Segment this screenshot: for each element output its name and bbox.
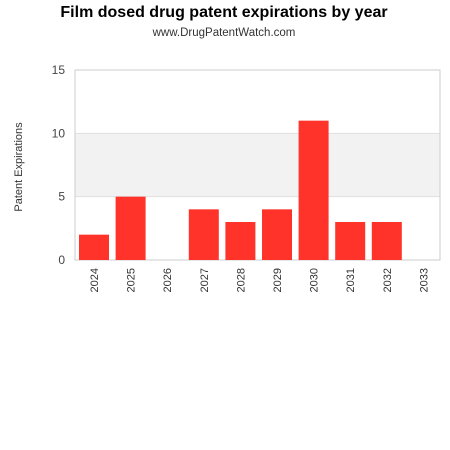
x-tick-label: 2031: [345, 268, 357, 292]
bar-series: [79, 120, 402, 261]
y-tick-label: 15: [52, 63, 66, 77]
x-tick-label: 2025: [126, 268, 138, 292]
x-tick-label: 2024: [89, 268, 101, 292]
y-axis-label: Patent Expirations: [13, 122, 25, 212]
bar-2024: [79, 234, 109, 260]
bar-2025: [115, 196, 146, 260]
x-tick-label: 2026: [162, 268, 174, 292]
x-tick-label: 2033: [418, 268, 430, 292]
chart-subtitle: www.DrugPatentWatch.com: [152, 27, 296, 39]
x-axis-ticks: 2024 2025 2026 2027 2028 2029 2030 2031 2032 2033: [89, 268, 430, 292]
y-axis-ticks: 0 5 10 15: [52, 63, 66, 267]
plot-area: [74, 69, 441, 261]
bar-2027: [188, 209, 219, 260]
bar-2032: [371, 222, 402, 260]
y-tick-label: 10: [52, 126, 66, 140]
bar-2030: [298, 120, 329, 261]
bar-2028: [225, 222, 256, 260]
grid-band: [75, 133, 440, 197]
bar-2031: [335, 222, 366, 260]
x-tick-label: 2028: [235, 268, 247, 292]
y-tick-label: 5: [58, 190, 65, 204]
chart-title: Film dosed drug patent expirations by ye…: [60, 4, 387, 21]
x-tick-label: 2027: [199, 268, 211, 292]
grid-bands: [75, 133, 440, 197]
y-tick-label: 0: [58, 253, 65, 267]
x-tick-label: 2030: [309, 268, 321, 292]
bar-2029: [262, 209, 292, 260]
x-tick-label: 2029: [272, 268, 284, 292]
x-tick-label: 2032: [382, 268, 394, 292]
